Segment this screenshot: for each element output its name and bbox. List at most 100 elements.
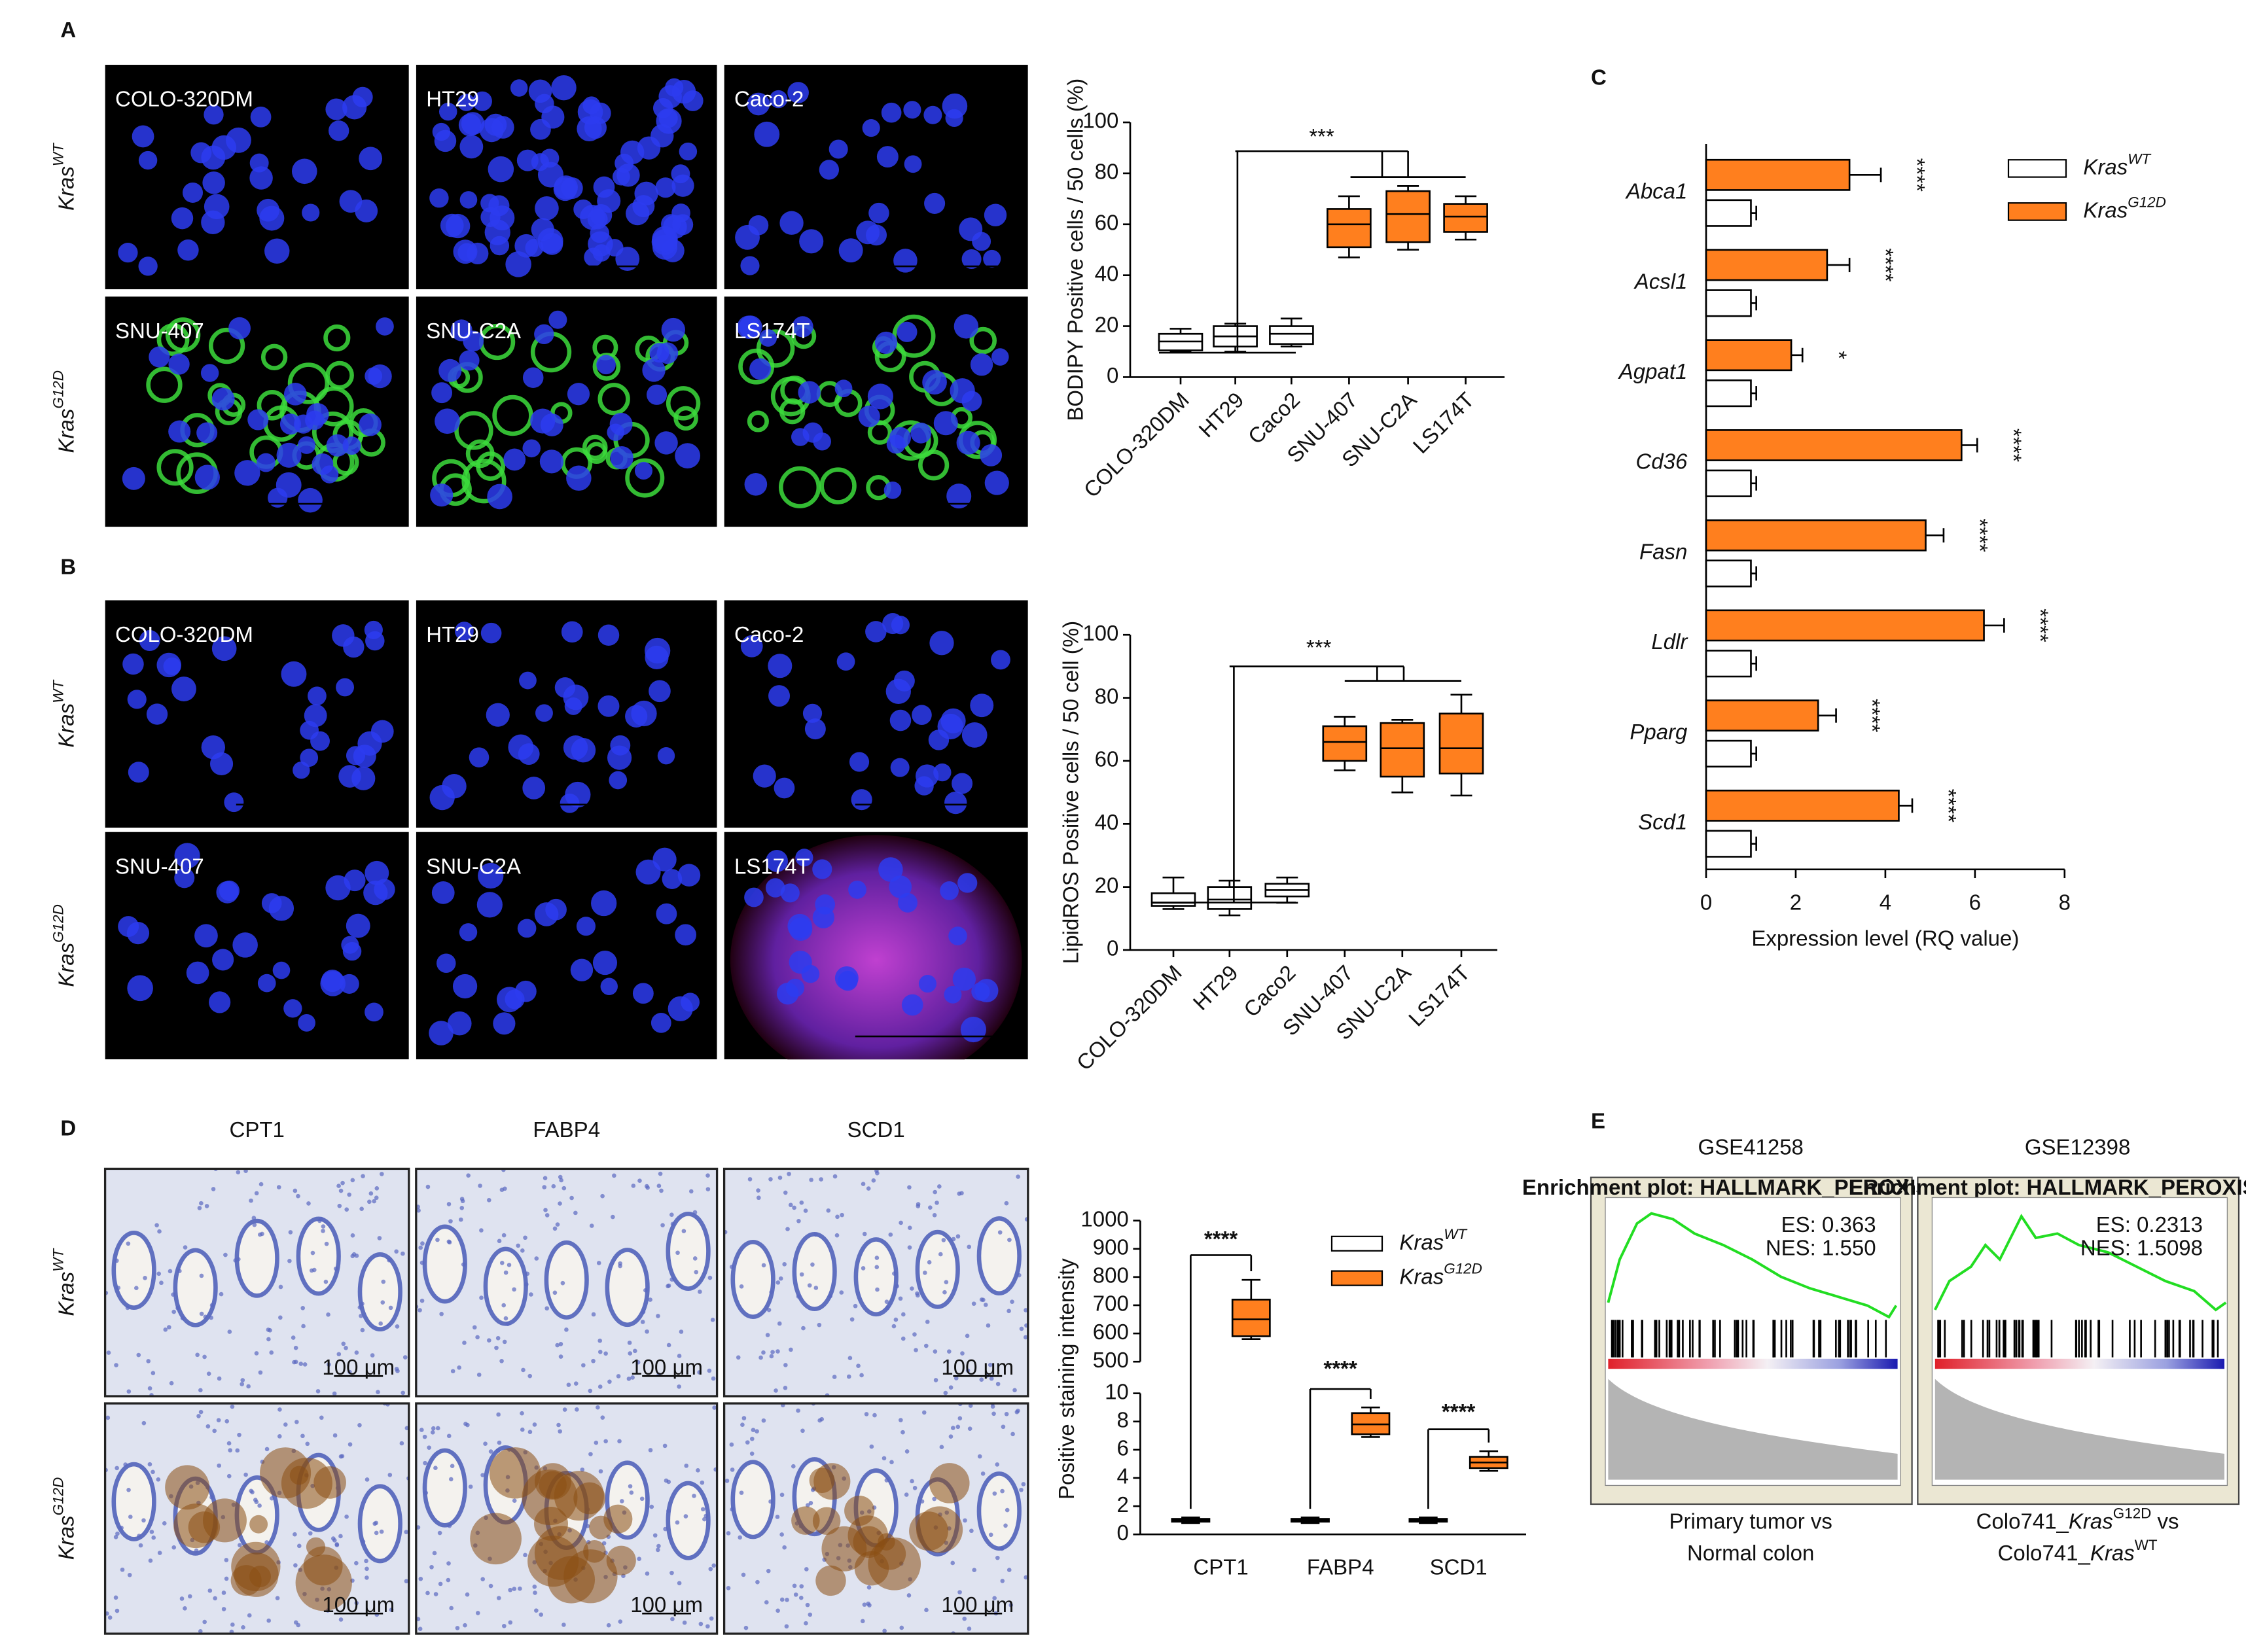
nucleus (940, 881, 959, 900)
y-tick-label: 60 (1095, 747, 1119, 771)
micrograph (105, 65, 409, 290)
nucleus (552, 1226, 558, 1231)
nucleus (296, 1543, 302, 1549)
nucleus (127, 690, 147, 709)
nucleus (344, 1207, 349, 1212)
nucleus (952, 967, 976, 991)
nucleus (423, 1490, 429, 1496)
nucleus (156, 1271, 162, 1276)
nucleus (288, 1230, 293, 1235)
nucleus (804, 718, 826, 740)
nucleus (126, 1241, 131, 1246)
nucleus (808, 1612, 813, 1617)
nucleus (364, 1558, 368, 1564)
nucleus (157, 1229, 162, 1234)
legend-swatch (1330, 1270, 1383, 1286)
nucleus (228, 317, 251, 340)
gsea-caption-part: Colo741_ (1976, 1509, 2069, 1533)
row-label-part: Kras (54, 409, 78, 453)
nucleus (789, 917, 813, 941)
nucleus (503, 1270, 508, 1275)
nucleus (418, 1626, 423, 1632)
panel-label: E (1591, 1109, 1605, 1133)
column-title: FABP4 (533, 1117, 600, 1142)
nucleus (320, 971, 346, 996)
nucleus (221, 1590, 226, 1595)
nucleus (204, 1204, 209, 1208)
nucleus (332, 1433, 338, 1438)
nucleus (682, 90, 704, 111)
nucleus (765, 878, 785, 898)
nucleus (967, 1626, 972, 1631)
image-label: Caco-2 (734, 87, 804, 111)
nucleus (692, 1494, 696, 1498)
nucleus (805, 1602, 810, 1608)
nucleus (149, 346, 170, 368)
nucleus (849, 752, 870, 772)
nucleus (787, 1171, 791, 1176)
nucleus (942, 1290, 947, 1295)
nucleus (957, 1590, 962, 1594)
y-tick-label: 60 (1095, 211, 1119, 235)
nucleus (429, 1021, 454, 1046)
nucleus (916, 1202, 921, 1206)
nucleus (484, 219, 510, 245)
nucleus (439, 102, 457, 121)
nucleus (698, 1621, 704, 1626)
nucleus (617, 1439, 622, 1444)
nucleus (113, 1535, 118, 1539)
nucleus (365, 1566, 369, 1572)
nucleus (336, 1184, 341, 1188)
nucleus (648, 1297, 652, 1302)
micrograph-content (105, 296, 409, 527)
nucleus (769, 90, 788, 109)
box (1231, 1299, 1271, 1337)
nucleus (774, 1388, 778, 1393)
nucleus (607, 745, 632, 770)
legend-label-part: G12D (1444, 1261, 1482, 1277)
nucleus (741, 1416, 747, 1420)
stain (146, 366, 183, 403)
bar (1705, 429, 1963, 461)
nucleus (861, 1266, 866, 1271)
nucleus (198, 1409, 204, 1415)
nucleus (250, 1490, 255, 1495)
nucleus (196, 1414, 201, 1418)
nucleus (777, 1321, 782, 1326)
nucleus (971, 1301, 976, 1306)
nucleus (631, 700, 657, 727)
bar (1705, 519, 1927, 552)
nucleus (279, 413, 302, 435)
gsea-caption: Colo741_KrasG12D vs (1976, 1505, 2179, 1533)
nucleus (539, 449, 564, 474)
nucleus (892, 1271, 897, 1276)
nucleus (217, 1376, 222, 1381)
nucleus (748, 215, 769, 236)
nucleus (552, 1290, 558, 1295)
nucleus (652, 1533, 658, 1538)
stain (476, 451, 506, 481)
crypt (976, 1216, 1022, 1296)
image-label: COLO-320DM (115, 622, 253, 646)
nucleus (611, 1214, 615, 1220)
nucleus (986, 1323, 991, 1328)
nucleus (610, 446, 633, 470)
nucleus (677, 864, 701, 887)
nucleus (209, 991, 231, 1013)
stain (756, 329, 795, 368)
nucleus (293, 762, 310, 779)
nucleus (169, 1380, 174, 1386)
nucleus (543, 1176, 548, 1180)
nucleus (429, 1564, 434, 1570)
nucleus (374, 1186, 380, 1191)
nucleus (961, 391, 982, 412)
nucleus (163, 1327, 168, 1332)
nucleus (301, 1324, 306, 1329)
nucleus (447, 1240, 452, 1245)
nucleus (991, 1411, 996, 1416)
crypt (730, 1460, 775, 1539)
nucleus (939, 1445, 944, 1449)
nucleus (430, 483, 454, 507)
nucleus (435, 1426, 440, 1431)
nucleus (768, 1499, 773, 1504)
